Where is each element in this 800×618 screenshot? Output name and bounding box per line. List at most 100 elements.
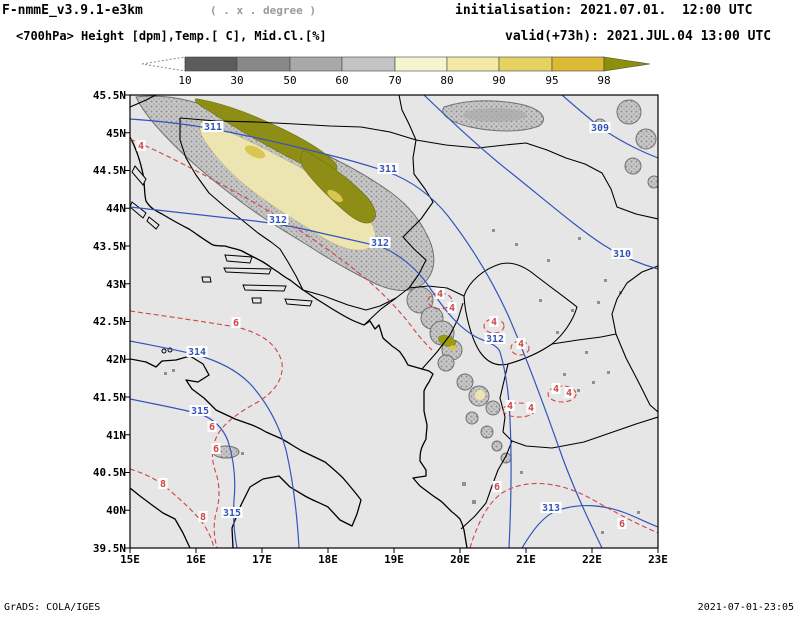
height-contour-labels: 311 309 311 312 312 310 312 314 315 315 … (186, 121, 633, 519)
cloud-cluster-south (406, 286, 512, 464)
temp-label: 6 (213, 444, 219, 455)
colorbar-tick: 50 (283, 74, 296, 87)
height-label: 311 (204, 122, 222, 133)
height-label: 312 (371, 238, 389, 249)
lat-label: 42.5N (93, 315, 126, 328)
height-contour-314 (130, 340, 300, 548)
valid-time: valid(+73h): 2021.JUL.04 13:00 UTC (505, 29, 771, 44)
colorbar-tick: 10 (178, 74, 191, 87)
lat-label: 41.5N (93, 391, 126, 404)
border-croatia-serbia (398, 95, 417, 141)
temp-label: 6 (209, 422, 215, 433)
temp-label: 4 (507, 401, 513, 412)
height-label: 312 (269, 215, 287, 226)
height-label: 315 (191, 406, 209, 417)
border-kosovo (463, 262, 578, 366)
temp-label: 6 (233, 318, 239, 329)
lat-label: 41N (106, 429, 126, 442)
lon-ticks (129, 548, 659, 553)
height-contour-311 (130, 118, 603, 548)
border-serbia-bulgaria (611, 265, 658, 335)
height-label: 314 (188, 347, 206, 358)
temp-label: 4 (138, 141, 144, 152)
coastline-italy-tyrrhenian (130, 487, 191, 548)
temp-label: 6 (494, 482, 500, 493)
height-label: 309 (591, 123, 609, 134)
colorbar-tick: 98 (597, 74, 610, 87)
colorbar-seg-50-60 (289, 56, 343, 72)
lon-label: 15E (120, 553, 140, 566)
colorbar-tick: 70 (388, 74, 401, 87)
model-subtitle: ( . x . degree ) (210, 4, 316, 17)
colorbar-seg-70-80 (394, 56, 448, 72)
header: F-nmmE_v3.9.1-e3km ( . x . degree ) <700… (2, 3, 771, 44)
coastline-italy-adriatic (130, 355, 362, 548)
lat-label: 44.5N (93, 164, 126, 177)
coastline-east-adriatic (130, 136, 468, 548)
height-contour-313 (521, 504, 658, 548)
height-label: 313 (542, 503, 560, 514)
temp-label: 8 (160, 479, 166, 490)
colorbar-under-arrow (141, 56, 186, 72)
height-label: 311 (379, 164, 397, 175)
lat-axis-labels: 45.5N 45N 44.5N 44N 43.5N 43N 42.5N 42N … (93, 89, 126, 555)
cloud-yellow-spot-2 (327, 189, 343, 203)
height-label: 315 (223, 508, 241, 519)
lat-label: 43.5N (93, 240, 126, 253)
temp-label: 4 (518, 339, 524, 350)
border-macedonia-north (551, 333, 617, 345)
colorbar-over-arrow (603, 56, 651, 72)
colorbar-seg-90-95 (498, 56, 553, 72)
colorbar-tick: 95 (545, 74, 558, 87)
height-contour-312 (130, 206, 512, 548)
temp-contour-4-cell-4 (547, 385, 577, 403)
lon-label: 18E (318, 553, 338, 566)
coastlines (130, 136, 468, 548)
lat-label: 40.5N (93, 466, 126, 479)
lat-label: 43N (106, 278, 126, 291)
temp-contour-8 (130, 468, 215, 548)
temp-label: 4 (528, 403, 534, 414)
lat-label: 44N (106, 202, 126, 215)
footer: GrADS: COLA/IGES 2021-07-01-23:05 (4, 602, 794, 613)
colorbar-tick: 80 (440, 74, 453, 87)
temp-label: 4 (553, 384, 559, 395)
lat-label: 42N (106, 353, 126, 366)
height-label: 310 (613, 249, 631, 260)
lon-label: 17E (252, 553, 272, 566)
cloud-yellow-spot-3 (449, 345, 457, 351)
border-montenegro-north (363, 297, 397, 326)
height-label: 312 (486, 334, 504, 345)
lon-label: 19E (384, 553, 404, 566)
colorbar-seg-80-90 (446, 56, 500, 72)
temp-contour-labels: 4 6 4 4 4 4 4 4 4 4 6 6 8 8 6 6 (136, 140, 627, 530)
border-slovenia (130, 95, 157, 108)
border-bosnia-north-east (179, 117, 434, 311)
grads-credit: GrADS: COLA/IGES (4, 602, 100, 613)
temp-label: 4 (437, 289, 443, 300)
temp-label: 4 (449, 303, 455, 314)
colorbar: 10 30 50 60 70 80 90 95 98 (141, 56, 651, 87)
lon-axis-labels: 15E 16E 17E 18E 19E 20E 21E 22E 23E (120, 553, 668, 566)
lon-label: 21E (516, 553, 536, 566)
map-panel: 311 309 311 312 312 310 312 314 315 315 … (93, 89, 668, 566)
cloud-olive-ridge-2 (300, 150, 376, 224)
colorbar-seg-60-70 (341, 56, 396, 72)
cloud-dark-core-north (463, 108, 527, 122)
temp-label: 6 (619, 519, 625, 530)
lat-label: 39.5N (93, 542, 126, 555)
lon-label: 16E (186, 553, 206, 566)
temp-contour-4-main (130, 138, 433, 351)
border-macedonia-greece (511, 416, 658, 449)
border-albania-east (460, 363, 513, 530)
temp-label: 4 (491, 317, 497, 328)
colorbar-seg-95-98 (551, 56, 605, 72)
lat-label: 40N (106, 504, 126, 517)
colorbar-tick: 30 (230, 74, 243, 87)
border-montenegro-east (408, 285, 465, 297)
init-time: initialisation: 2021.07.01. 12:00 UTC (455, 3, 752, 18)
colorbar-tick: 90 (492, 74, 505, 87)
colorbar-seg-30-50 (236, 56, 291, 72)
cloud-pale-yellow-core (199, 121, 376, 251)
